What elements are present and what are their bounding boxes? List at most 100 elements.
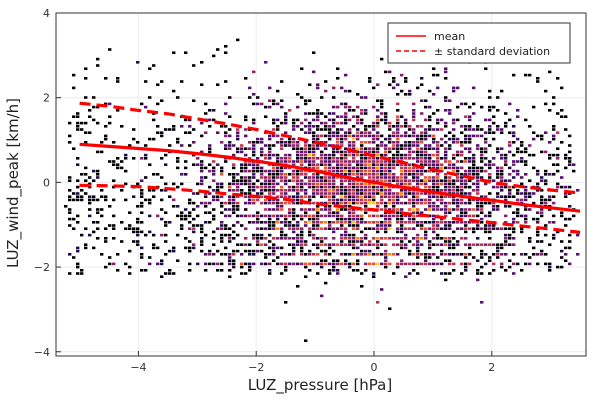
density-cell: [472, 128, 476, 131]
density-cell: [388, 125, 392, 128]
density-cell: [176, 96, 180, 99]
density-cell: [272, 249, 276, 253]
density-cell: [128, 144, 132, 147]
density-cell: [568, 233, 572, 237]
density-cell: [384, 208, 388, 211]
density-cell: [244, 214, 248, 218]
density-cell: [508, 195, 512, 198]
density-cell: [416, 144, 420, 147]
density-cell: [464, 265, 468, 269]
density-cell: [396, 147, 400, 150]
density-cell: [368, 243, 372, 246]
density-cell: [220, 211, 224, 214]
density-cell: [468, 262, 472, 266]
density-cell: [280, 169, 284, 173]
density-cell: [452, 269, 456, 272]
density-cell: [232, 224, 236, 227]
density-cell: [96, 150, 100, 154]
density-cell: [556, 131, 560, 134]
density-cell: [116, 77, 120, 80]
density-cell: [312, 51, 316, 54]
density-cell: [72, 73, 76, 77]
density-cell: [320, 160, 324, 163]
density-cell: [312, 189, 316, 192]
density-cell: [368, 192, 372, 195]
density-cell: [344, 217, 348, 221]
density-cell: [500, 153, 504, 157]
density-cell: [360, 121, 364, 125]
density-cell: [356, 173, 360, 176]
density-cell: [384, 265, 388, 269]
density-cell: [520, 214, 524, 218]
density-cell: [300, 153, 304, 157]
density-cell: [384, 112, 388, 115]
density-cell: [356, 160, 360, 163]
density-cell: [500, 173, 504, 176]
density-cell: [148, 137, 152, 141]
density-cell: [396, 163, 400, 166]
density-cell: [420, 160, 424, 163]
density-cell: [220, 205, 224, 208]
density-cell: [268, 201, 272, 205]
density-cell: [476, 144, 480, 147]
density-cell: [296, 224, 300, 227]
density-cell: [220, 166, 224, 170]
density-cell: [492, 115, 496, 118]
density-cell: [248, 262, 252, 266]
density-cell: [332, 105, 336, 109]
density-cell: [412, 134, 416, 138]
density-cell: [140, 221, 144, 224]
density-cell: [140, 192, 144, 195]
density-cell: [300, 182, 304, 186]
density-cell: [188, 144, 192, 147]
density-cell: [536, 189, 540, 192]
density-cell: [528, 262, 532, 266]
density-cell: [84, 77, 88, 80]
density-cell: [436, 176, 440, 179]
density-cell: [496, 166, 500, 170]
density-cell: [388, 163, 392, 166]
density-cell: [68, 208, 72, 211]
density-cell: [304, 240, 308, 243]
density-cell: [476, 272, 480, 275]
density-cell: [312, 179, 316, 182]
density-cell: [172, 182, 176, 186]
density-cell: [244, 249, 248, 253]
density-cell: [468, 166, 472, 170]
density-cell: [348, 262, 352, 266]
density-cell: [388, 262, 392, 266]
density-cell: [368, 201, 372, 205]
density-cell: [472, 86, 476, 90]
density-cell: [464, 173, 468, 176]
density-cell: [432, 73, 436, 77]
density-cell: [420, 192, 424, 195]
density-cell: [436, 256, 440, 259]
density-cell: [320, 237, 324, 240]
density-cell: [556, 77, 560, 80]
density-cell: [384, 214, 388, 218]
density-cell: [156, 173, 160, 176]
density-cell: [308, 83, 312, 86]
density-cell: [364, 128, 368, 131]
density-cell: [340, 121, 344, 125]
density-cell: [96, 227, 100, 230]
density-cell: [348, 169, 352, 173]
density-cell: [184, 131, 188, 134]
density-cell: [68, 134, 72, 138]
density-cell: [556, 147, 560, 150]
density-cell: [276, 134, 280, 138]
density-cell: [272, 201, 276, 205]
density-cell: [260, 141, 264, 144]
density-cell: [316, 246, 320, 250]
density-cell: [80, 272, 84, 275]
density-cell: [160, 217, 164, 221]
density-cell: [204, 176, 208, 179]
density-cell: [276, 102, 280, 106]
density-cell: [388, 227, 392, 230]
density-cell: [236, 173, 240, 176]
density-cell: [180, 211, 184, 214]
density-cell: [512, 125, 516, 128]
density-cell: [388, 173, 392, 176]
density-cell: [356, 237, 360, 240]
density-cell: [532, 246, 536, 250]
